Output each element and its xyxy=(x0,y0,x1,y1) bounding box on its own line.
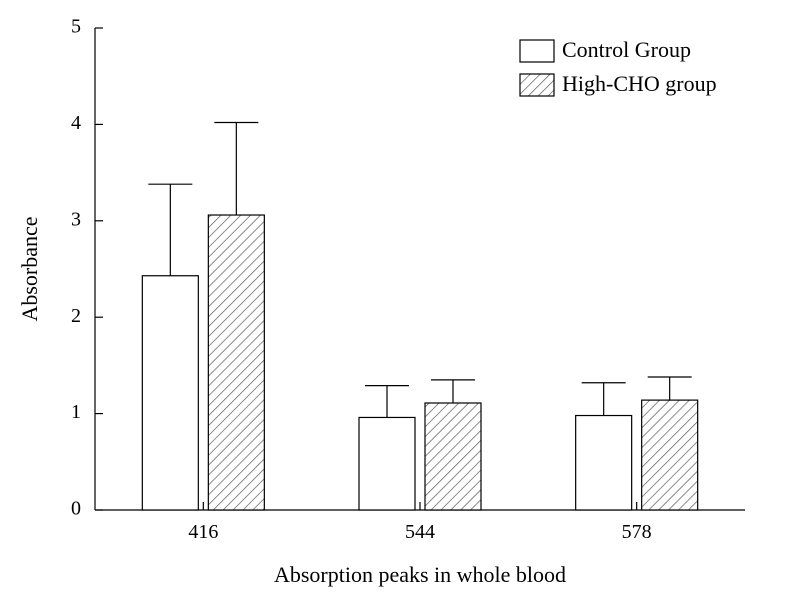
legend-label: Control Group xyxy=(562,37,691,62)
bar-chart: 0 1 2 3 4 5 416 544 578 Absorbance Absorption peak… xyxy=(0,0,787,614)
y-tick-label: 3 xyxy=(71,208,81,230)
bar xyxy=(642,400,698,510)
bar xyxy=(576,416,632,510)
y-tick-label: 0 xyxy=(71,498,81,520)
x-tick-label: 578 xyxy=(622,521,652,543)
x-tick-label: 544 xyxy=(405,521,435,543)
legend-label: High-CHO group xyxy=(562,71,717,96)
bar xyxy=(425,403,481,510)
y-axis-label: Absorbance xyxy=(17,216,42,321)
y-tick-label: 5 xyxy=(71,16,81,38)
bar xyxy=(359,417,415,510)
legend-swatch xyxy=(520,40,554,62)
chart-container: 0 1 2 3 4 5 416 544 578 Absorbance Absorption peak… xyxy=(0,0,787,614)
bar xyxy=(208,215,264,510)
y-tick-label: 2 xyxy=(71,305,81,327)
x-tick-label: 416 xyxy=(188,521,218,543)
legend-swatch xyxy=(520,74,554,96)
x-axis-label: Absorption peaks in whole blood xyxy=(274,562,566,587)
bar xyxy=(142,276,198,510)
y-tick-label: 4 xyxy=(71,112,81,134)
y-tick-label: 1 xyxy=(71,401,81,423)
